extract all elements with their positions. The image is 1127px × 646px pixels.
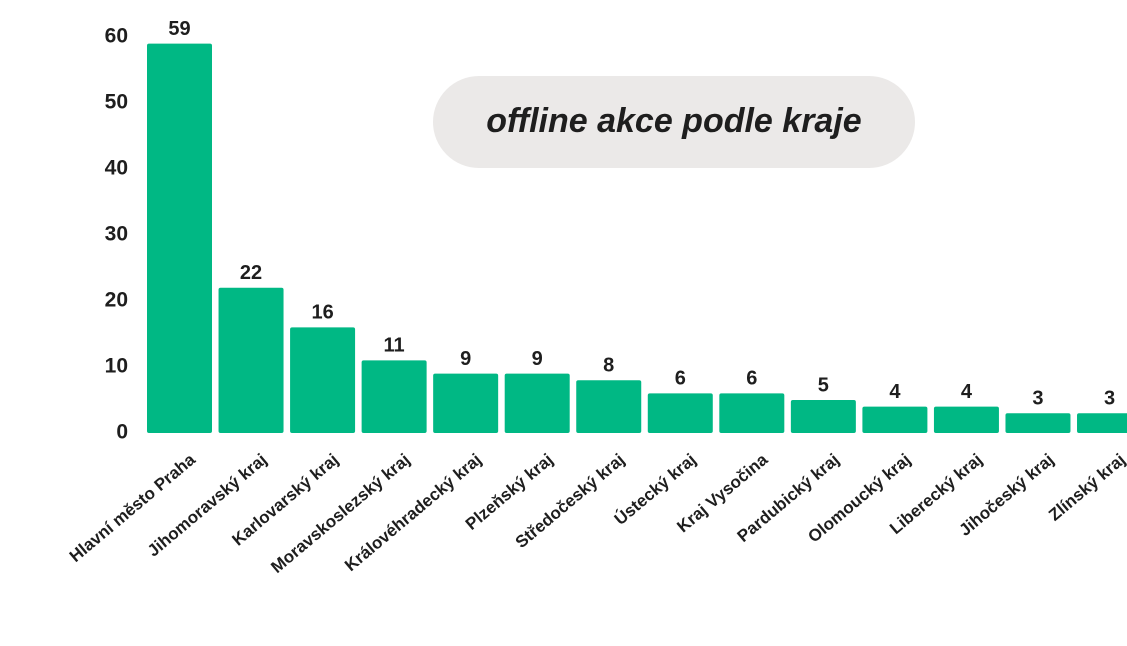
data-label: 5 [818,374,829,396]
bar [290,327,356,433]
data-label: 9 [532,348,543,370]
data-label: 22 [240,262,262,284]
bar [862,406,928,433]
y-tick-label: 60 [105,25,128,48]
y-tick-label: 30 [105,223,128,246]
bar [790,400,856,433]
data-label: 11 [384,335,405,357]
y-tick-label: 20 [105,289,128,312]
bar [433,373,499,433]
data-label: 16 [311,302,333,324]
x-tick-label: Moravskoslezský kraj [267,450,413,577]
bar [576,380,642,433]
x-tick-label: Královéhradecký kraj [341,450,485,575]
data-label: 3 [1104,387,1115,409]
bar [504,373,570,433]
bar [933,406,999,433]
bar [647,393,713,433]
data-label: 9 [460,348,471,370]
data-label: 3 [1032,387,1043,409]
data-label: 6 [746,368,757,390]
bar [361,360,427,433]
chart-title: offline akce podle kraje [486,102,861,140]
bar [719,393,785,433]
y-tick-label: 50 [105,91,128,114]
bar [1005,413,1071,433]
bar [218,287,284,433]
bar [1077,413,1127,433]
data-label: 4 [961,381,973,403]
y-tick-label: 40 [105,157,128,180]
data-label: 59 [168,18,190,40]
title-pill [433,76,915,168]
y-tick-label: 0 [116,421,128,444]
x-tick-label: Hlavní město Praha [66,450,199,566]
x-tick-label: Jihomoravský kraj [144,450,271,561]
y-tick-label: 10 [105,355,128,378]
data-label: 6 [675,368,686,390]
data-label: 8 [603,354,614,376]
data-label: 4 [889,381,901,403]
x-tick-label: Zlínský kraj [1045,450,1127,525]
bar [147,43,212,433]
